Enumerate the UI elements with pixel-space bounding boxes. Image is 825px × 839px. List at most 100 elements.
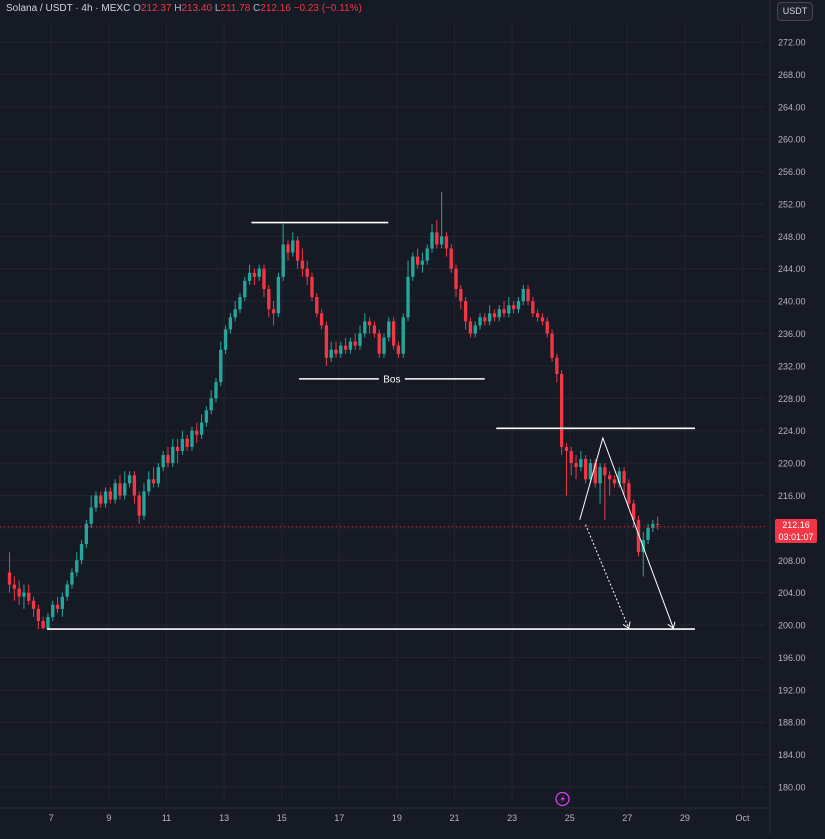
last-price-value: 212.16: [782, 520, 810, 530]
y-tick-label: 248.00: [778, 232, 806, 242]
close-label: C: [253, 3, 261, 14]
candle-body: [497, 309, 501, 318]
candle-body: [339, 345, 343, 354]
candle-body: [94, 495, 98, 508]
x-tick-label: 15: [277, 813, 287, 823]
candle-body: [46, 616, 50, 629]
candle-body: [550, 333, 554, 358]
candle-body: [473, 325, 477, 334]
y-tick-label: 220.00: [778, 459, 806, 469]
currency-button[interactable]: USDT: [777, 2, 813, 21]
candle-body: [108, 491, 113, 500]
candle-body: [415, 256, 420, 265]
candle-body: [535, 313, 540, 318]
candle-body: [118, 483, 122, 496]
candle-body: [521, 288, 525, 302]
y-tick-label: 196.00: [778, 653, 806, 663]
candle-body: [574, 463, 578, 468]
x-tick-label: 11: [162, 813, 171, 823]
candle-body: [238, 297, 242, 310]
candle-body: [175, 446, 180, 451]
x-tick-label: 13: [219, 813, 229, 823]
candle-body: [31, 600, 36, 609]
candle-body: [243, 280, 247, 298]
candle-body: [363, 321, 367, 334]
candle-body: [171, 446, 175, 464]
candle-body: [247, 272, 252, 281]
candle-body: [223, 329, 228, 350]
y-tick-label: 188.00: [778, 718, 806, 728]
candle-body: [12, 584, 17, 589]
candle-body: [161, 454, 165, 468]
candle-body: [276, 276, 281, 314]
candle-body: [132, 475, 137, 496]
candle-body: [166, 454, 170, 464]
candle-body: [655, 523, 660, 525]
candle-body: [540, 317, 545, 322]
candle-body: [425, 248, 429, 261]
candle-body: [195, 430, 199, 435]
candle-body: [401, 317, 405, 354]
candle-body: [75, 560, 79, 573]
close-value: 212.16: [260, 3, 291, 14]
candle-body: [607, 475, 612, 480]
candle-body: [123, 483, 127, 496]
candle-body: [41, 620, 45, 629]
lightning-icon: [555, 791, 570, 807]
candle-body: [142, 491, 146, 516]
projection-arrow-pullback: [579, 436, 674, 628]
candle-body: [89, 507, 93, 524]
candle-body: [190, 430, 194, 447]
candle-body: [439, 236, 444, 245]
candle-body: [214, 382, 218, 399]
candle-body: [55, 604, 60, 609]
candle-body: [7, 572, 12, 585]
candle-body: [454, 268, 458, 289]
low-label: L: [214, 3, 221, 14]
candle-body: [79, 544, 84, 561]
candle-body: [219, 349, 223, 383]
candle-body: [180, 438, 185, 451]
y-tick-label: 192.00: [778, 685, 806, 695]
x-tick-label: 29: [680, 813, 690, 823]
candle-body: [411, 256, 415, 277]
candle-body: [564, 446, 569, 451]
candle-body: [367, 321, 372, 326]
lightning-bolt-glyph: [560, 795, 565, 803]
candle-body: [291, 240, 295, 253]
candle-body: [27, 592, 31, 601]
candle-body: [348, 341, 353, 350]
candle-body: [459, 288, 463, 302]
candle-body: [468, 321, 473, 334]
candle-body: [310, 276, 314, 298]
candle-body: [511, 305, 516, 310]
last-price-tag: 212.16 03:01:07: [775, 519, 817, 543]
candle-body: [51, 604, 55, 617]
candle-body: [627, 483, 631, 504]
candle-body: [99, 495, 103, 504]
low-value: 211.78: [220, 3, 251, 14]
candle-body: [334, 349, 338, 354]
candle-body: [343, 345, 348, 350]
symbol-name[interactable]: Solana / USDT · 4h · MEXC: [6, 3, 131, 14]
x-tick-label: Oct: [735, 813, 750, 823]
open-label: O: [133, 3, 141, 14]
candle-body: [507, 305, 511, 314]
candle-body: [151, 479, 156, 484]
candle-body: [228, 317, 233, 330]
candle-body: [583, 459, 588, 480]
candle-body: [60, 596, 65, 609]
candle-body: [271, 309, 276, 314]
candle-body: [526, 288, 530, 302]
y-tick-label: 256.00: [778, 167, 806, 177]
candle-body: [531, 301, 535, 314]
candle-body: [199, 422, 204, 435]
candle-body: [267, 288, 271, 310]
candle-body: [406, 276, 410, 318]
y-tick-label: 268.00: [778, 70, 806, 80]
candle-body: [617, 471, 621, 484]
candle-body: [377, 333, 381, 354]
